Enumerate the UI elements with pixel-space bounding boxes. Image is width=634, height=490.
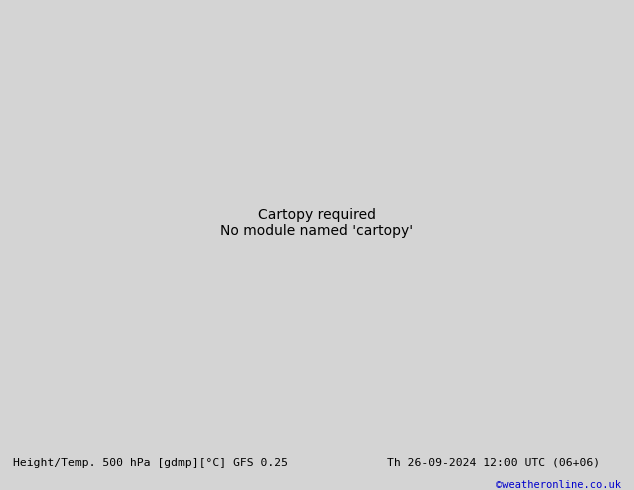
Text: ©weatheronline.co.uk: ©weatheronline.co.uk [496,480,621,490]
Text: Height/Temp. 500 hPa [gdmp][°C] GFS 0.25: Height/Temp. 500 hPa [gdmp][°C] GFS 0.25 [13,458,288,467]
Text: Th 26-09-2024 12:00 UTC (06+06): Th 26-09-2024 12:00 UTC (06+06) [387,458,600,467]
Text: Cartopy required
No module named 'cartopy': Cartopy required No module named 'cartop… [221,208,413,238]
